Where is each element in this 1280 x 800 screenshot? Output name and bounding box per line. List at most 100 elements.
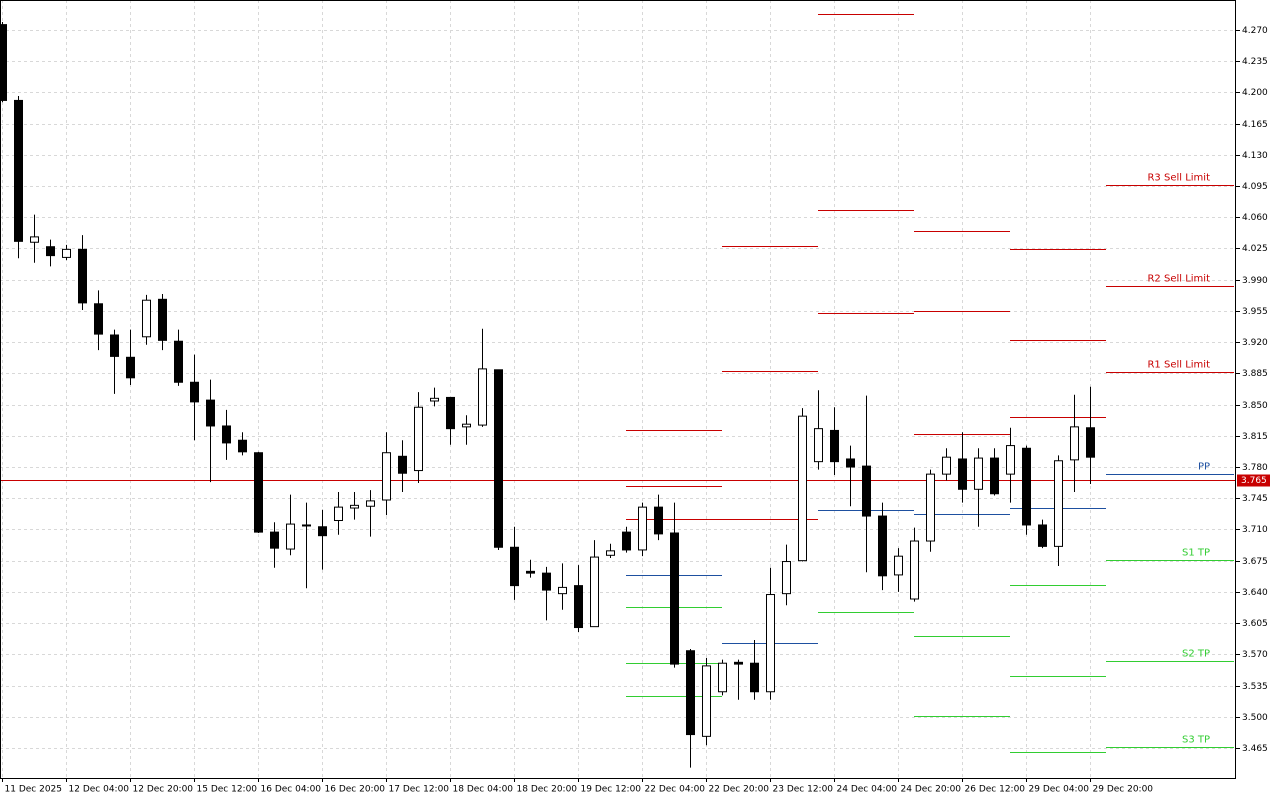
candle-body bbox=[1070, 426, 1079, 461]
candle-body bbox=[78, 248, 87, 304]
candle-body bbox=[702, 665, 711, 737]
y-tick-label: 3.955 bbox=[1242, 307, 1268, 317]
y-tick-label: 4.165 bbox=[1242, 120, 1268, 130]
x-tick-label: 29 Dec 04:00 bbox=[1029, 785, 1090, 795]
x-tick-label: 18 Dec 04:00 bbox=[453, 785, 514, 795]
x-tick-label: 12 Dec 04:00 bbox=[69, 785, 130, 795]
candle-body bbox=[926, 473, 935, 542]
y-tick-label: 3.920 bbox=[1242, 338, 1268, 348]
candle-body bbox=[158, 298, 167, 341]
y-tick-label: 4.200 bbox=[1242, 88, 1268, 98]
candle-body bbox=[302, 524, 311, 527]
level-label: R3 Sell Limit bbox=[1147, 173, 1210, 184]
candle-body bbox=[590, 556, 599, 628]
x-tick-label: 29 Dec 20:00 bbox=[1093, 785, 1154, 795]
level-label: S1 TP bbox=[1182, 548, 1210, 559]
candle-body bbox=[94, 303, 103, 335]
y-tick-label: 3.675 bbox=[1242, 557, 1268, 567]
candle-body bbox=[814, 428, 823, 463]
x-tick-label: 26 Dec 12:00 bbox=[965, 785, 1026, 795]
candle-body bbox=[174, 340, 183, 383]
candle-body bbox=[1022, 447, 1031, 526]
candle-body bbox=[430, 397, 439, 402]
x-tick-label: 22 Dec 20:00 bbox=[709, 785, 770, 795]
y-tick-label: 3.850 bbox=[1242, 401, 1268, 411]
y-tick-label: 3.710 bbox=[1242, 525, 1268, 535]
y-tick-label: 3.465 bbox=[1242, 744, 1268, 754]
x-tick-label: 24 Dec 20:00 bbox=[901, 785, 962, 795]
level-label: S2 TP bbox=[1182, 649, 1210, 660]
level-label: S3 TP bbox=[1182, 735, 1210, 746]
y-tick-label: 3.605 bbox=[1242, 619, 1268, 629]
candle-body bbox=[1054, 460, 1063, 547]
candle-body bbox=[350, 504, 359, 509]
level-label: R1 Sell Limit bbox=[1147, 360, 1210, 371]
candle-body bbox=[542, 572, 551, 591]
axis-layer: 4.270 4.235 4.200 4.165 4.130 4.095 4.060 4.025… bbox=[2, 26, 1270, 795]
candle-body bbox=[1006, 445, 1015, 475]
candle-body bbox=[30, 236, 39, 243]
candle-body bbox=[190, 381, 199, 403]
candle-body bbox=[782, 561, 791, 595]
candle-body bbox=[990, 457, 999, 495]
x-tick-label: 19 Dec 12:00 bbox=[581, 785, 642, 795]
candle-body bbox=[446, 396, 455, 430]
candle-body bbox=[110, 334, 119, 357]
y-tick-label: 3.815 bbox=[1242, 432, 1268, 442]
candle-body bbox=[62, 248, 71, 258]
x-tick-label: 24 Dec 04:00 bbox=[837, 785, 898, 795]
candle-body bbox=[750, 662, 759, 693]
x-tick-label: 15 Dec 12:00 bbox=[197, 785, 258, 795]
candle-body bbox=[398, 455, 407, 474]
x-tick-label: 23 Dec 12:00 bbox=[773, 785, 834, 795]
candle-body bbox=[510, 546, 519, 587]
candle-body bbox=[270, 531, 279, 549]
candle-body bbox=[942, 456, 951, 475]
x-tick-label: 18 Dec 20:00 bbox=[517, 785, 578, 795]
y-tick-label: 4.025 bbox=[1242, 244, 1268, 254]
candle-body bbox=[126, 356, 135, 379]
candle-body bbox=[894, 555, 903, 576]
candle-body bbox=[366, 500, 375, 507]
y-tick-label: 4.235 bbox=[1242, 57, 1268, 67]
candle-body bbox=[830, 429, 839, 463]
candle-body bbox=[670, 532, 679, 665]
candle-body bbox=[318, 526, 327, 537]
level-label: R2 Sell Limit bbox=[1147, 274, 1210, 285]
candle-body bbox=[766, 594, 775, 693]
candle-body bbox=[286, 523, 295, 550]
candle-body bbox=[974, 457, 983, 490]
candle-body bbox=[206, 399, 215, 427]
y-tick-label: 3.640 bbox=[1242, 588, 1268, 598]
candle-body bbox=[1086, 427, 1095, 458]
candle-body bbox=[142, 299, 151, 338]
y-tick-label: 3.745 bbox=[1242, 494, 1268, 504]
x-tick-label: 16 Dec 20:00 bbox=[325, 785, 386, 795]
candle-body bbox=[238, 439, 247, 453]
candle-body bbox=[606, 550, 615, 556]
candle-body bbox=[574, 585, 583, 629]
y-tick-label: 3.780 bbox=[1242, 463, 1268, 473]
y-tick-label: 3.885 bbox=[1242, 369, 1268, 379]
y-tick-label: 4.130 bbox=[1242, 151, 1268, 161]
plot-border bbox=[0, 0, 1236, 779]
candle-body bbox=[958, 458, 967, 490]
candle-body bbox=[382, 452, 391, 501]
y-tick-label: 3.535 bbox=[1242, 682, 1268, 692]
candle-body bbox=[910, 540, 919, 600]
current-price-label: 3.765 bbox=[1241, 476, 1267, 486]
candle-body bbox=[622, 531, 631, 551]
candle-body bbox=[558, 586, 567, 595]
candle-body bbox=[462, 423, 471, 428]
candle-body bbox=[1038, 524, 1047, 547]
candle-body bbox=[686, 650, 695, 736]
candle-body bbox=[494, 369, 503, 548]
y-tick-label: 3.570 bbox=[1242, 650, 1268, 660]
candle-body bbox=[0, 24, 7, 101]
candle-body bbox=[334, 506, 343, 522]
candle-body bbox=[862, 465, 871, 517]
candles-layer bbox=[0, 21, 1095, 768]
candle-body bbox=[846, 458, 855, 468]
y-tick-label: 4.270 bbox=[1242, 26, 1268, 36]
candle-body bbox=[222, 425, 231, 444]
